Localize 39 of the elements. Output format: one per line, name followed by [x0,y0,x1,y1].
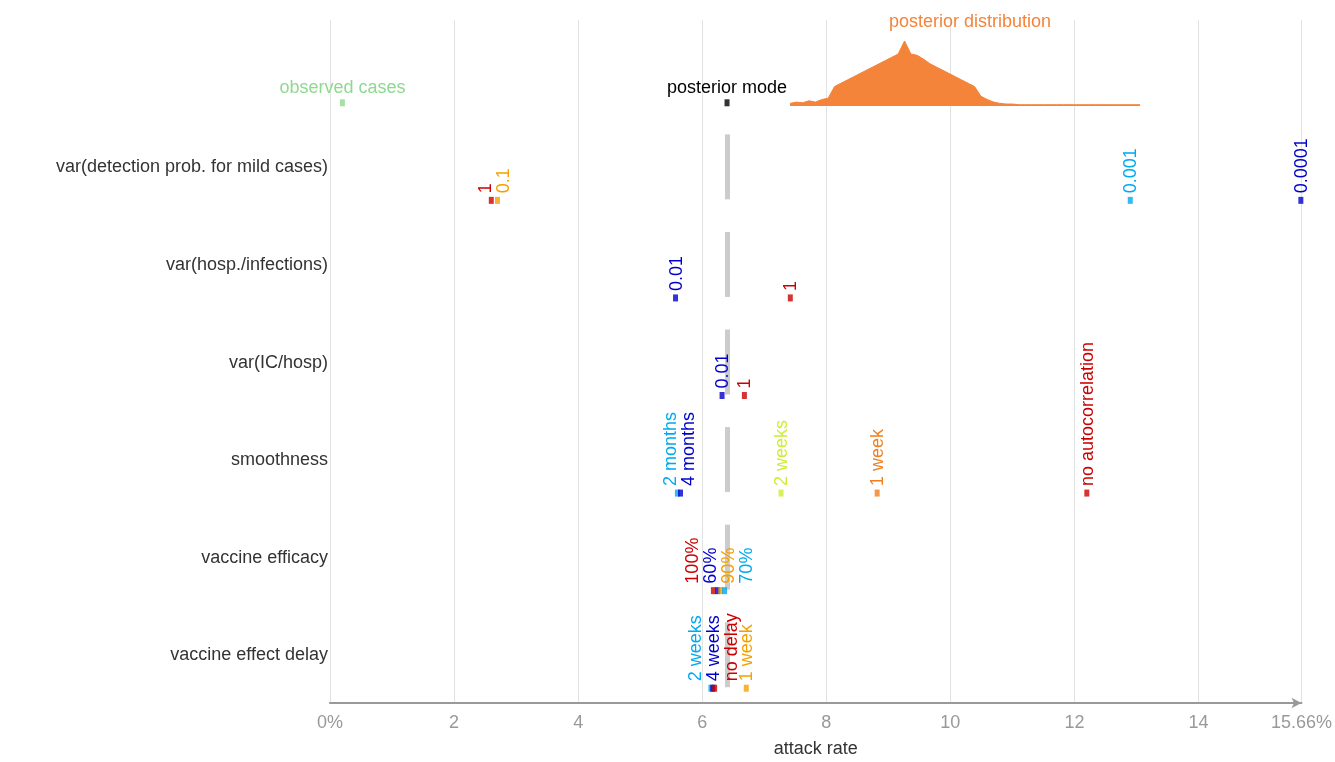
text: 0.001 [1120,148,1141,194]
text: 4 weeks [702,615,723,682]
x-tick-label: 4 [573,712,584,732]
text: 1 [780,280,801,291]
x-tick-label: 15.66% [1270,712,1333,732]
x-tick-label: 0% [316,712,344,732]
x-tick-label: 14 [1188,712,1209,732]
text: 2 weeks [684,615,705,682]
y-tick-label: vaccine efficacy [201,546,328,567]
y-tick-label: var(IC/hosp) [228,351,328,372]
text: 100% [682,537,703,584]
text: 1 [734,378,755,389]
x-tick-label: 8 [821,712,832,732]
text: 4 months [677,412,698,487]
text: 1 week [736,623,757,682]
text: 0.1 [493,168,514,194]
text: no autocorrelation [1076,341,1097,487]
y-tick-label: vaccine effect delay [170,644,328,665]
y-tick-label: var(hosp./infections) [165,253,328,274]
text: 2 months [659,412,680,487]
text: 90% [718,547,739,584]
text: 2 weeks [771,420,791,487]
text: 70% [736,547,757,584]
text: 0.0001 [1290,138,1311,194]
chart-title: posterior distribution [888,11,1052,31]
x-tick-label: 6 [697,712,708,732]
text: 1 week [867,428,888,487]
y-tick-label: smoothness [230,449,328,470]
text: 0.01 [665,255,686,291]
text: 0.01 [712,353,733,389]
x-axis-title: attack rate [773,738,858,758]
series-label: observed cases [279,76,406,97]
x-tick-label: 10 [940,712,961,732]
y-tick-label: var(detection prob. for mild cases) [55,156,328,177]
text: 1 [475,183,496,194]
series-label: posterior mode [667,76,788,97]
text: 60% [700,547,721,584]
x-tick-label: 2 [449,712,460,732]
x-tick-label: 12 [1064,712,1085,732]
